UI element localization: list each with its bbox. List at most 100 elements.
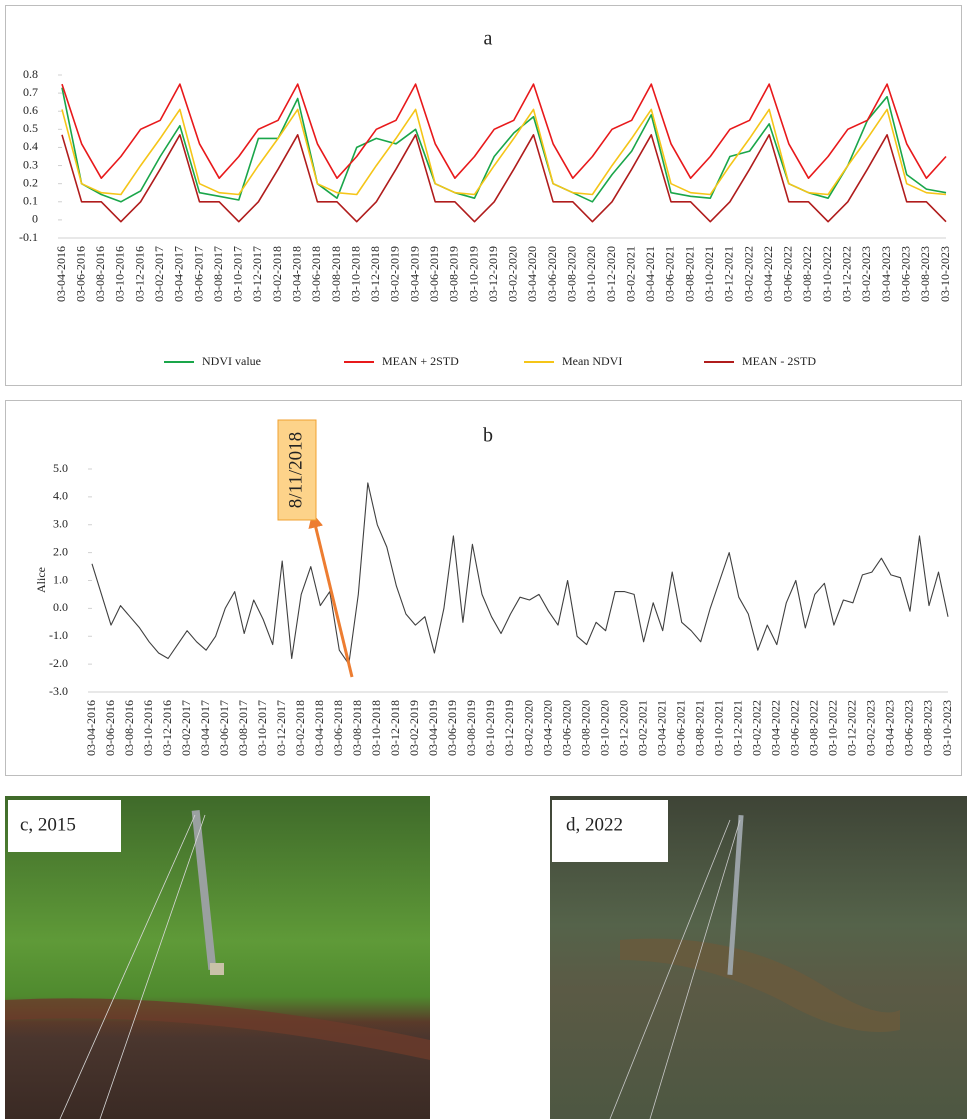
x-tick-label: 03-06-2023 bbox=[902, 700, 916, 756]
x-tick-label: 03-06-2021 bbox=[663, 246, 677, 302]
x-tick-label: 03-08-2021 bbox=[692, 700, 706, 756]
x-tick-label: 03-10-2018 bbox=[348, 246, 362, 302]
x-tick-label: 03-10-2022 bbox=[826, 700, 840, 756]
y-tick-label: 2.0 bbox=[53, 544, 68, 558]
x-tick-label: 03-02-2018 bbox=[293, 700, 307, 756]
photo-caption: d, 2022 bbox=[566, 814, 623, 835]
y-tick-label: 0.3 bbox=[23, 157, 38, 171]
x-tick-label: 03-04-2017 bbox=[198, 700, 212, 756]
x-tick-label: 03-02-2022 bbox=[741, 246, 755, 302]
x-tick-label: 03-12-2019 bbox=[502, 700, 516, 756]
y-tick-label: 0.0 bbox=[53, 600, 68, 614]
panel-b-frame bbox=[5, 400, 962, 776]
annotation-arrow bbox=[308, 512, 354, 678]
x-tick-label: 03-06-2016 bbox=[73, 246, 87, 302]
x-tick-label: 03-08-2017 bbox=[211, 246, 225, 302]
x-tick-label: 03-02-2022 bbox=[750, 700, 764, 756]
y-tick-label: 0 bbox=[32, 212, 38, 226]
x-tick-label: 03-06-2020 bbox=[559, 700, 573, 756]
x-tick-label: 03-10-2016 bbox=[141, 700, 155, 756]
x-tick-label: 03-10-2023 bbox=[938, 246, 952, 302]
x-tick-label: 03-04-2016 bbox=[54, 246, 68, 302]
x-tick-label: 03-04-2019 bbox=[426, 700, 440, 756]
x-tick-label: 03-12-2022 bbox=[845, 700, 859, 756]
x-tick-label: 03-10-2017 bbox=[255, 700, 269, 756]
x-tick-label: 03-10-2019 bbox=[483, 700, 497, 756]
x-tick-label: 03-10-2020 bbox=[584, 246, 598, 302]
y-tick-label: 0.2 bbox=[23, 175, 38, 189]
x-tick-label: 03-08-2018 bbox=[350, 700, 364, 756]
y-tick-label: 4.0 bbox=[53, 489, 68, 503]
x-tick-label: 03-08-2019 bbox=[447, 246, 461, 302]
x-tick-label: 03-06-2017 bbox=[191, 246, 205, 302]
y-tick-label: 0.4 bbox=[23, 139, 38, 153]
annotation-label: 8/11/2018 bbox=[285, 432, 306, 508]
x-tick-label: 03-08-2020 bbox=[578, 700, 592, 756]
legend-label: Mean NDVI bbox=[562, 354, 622, 368]
x-tick-label: 03-12-2020 bbox=[616, 700, 630, 756]
x-tick-label: 03-12-2019 bbox=[486, 246, 500, 302]
legend-label: NDVI value bbox=[202, 354, 261, 368]
x-tick-label: 03-08-2016 bbox=[122, 700, 136, 756]
y-axis-label: Alice bbox=[34, 567, 48, 593]
x-tick-label: 03-02-2020 bbox=[506, 246, 520, 302]
y-tick-label: 0.7 bbox=[23, 85, 38, 99]
x-tick-label: 03-02-2021 bbox=[623, 246, 637, 302]
x-tick-label: 03-06-2022 bbox=[788, 700, 802, 756]
x-tick-label: 03-04-2022 bbox=[761, 246, 775, 302]
x-tick-label: 03-04-2020 bbox=[540, 700, 554, 756]
photo-d: d, 2022 bbox=[550, 796, 967, 1119]
x-tick-label: 03-10-2016 bbox=[113, 246, 127, 302]
x-tick-label: 03-12-2017 bbox=[250, 246, 264, 302]
x-tick-label: 03-02-2017 bbox=[179, 700, 193, 756]
x-tick-label: 03-06-2020 bbox=[545, 246, 559, 302]
x-tick-label: 03-10-2020 bbox=[597, 700, 611, 756]
x-tick-label: 03-10-2023 bbox=[940, 700, 954, 756]
y-tick-label: 0.1 bbox=[23, 194, 38, 208]
x-tick-label: 03-08-2023 bbox=[918, 246, 932, 302]
x-tick-label: 03-10-2018 bbox=[369, 700, 383, 756]
x-tick-label: 03-12-2016 bbox=[160, 700, 174, 756]
x-tick-label: 03-04-2022 bbox=[769, 700, 783, 756]
photo-c: c, 2015 bbox=[5, 796, 430, 1119]
x-tick-label: 03-04-2016 bbox=[84, 700, 98, 756]
x-tick-label: 03-10-2022 bbox=[820, 246, 834, 302]
x-tick-label: 03-04-2023 bbox=[879, 246, 893, 302]
x-tick-label: 03-02-2019 bbox=[388, 246, 402, 302]
x-tick-label: 03-08-2022 bbox=[800, 246, 814, 302]
x-tick-label: 03-04-2019 bbox=[407, 246, 421, 302]
chart-title: a bbox=[484, 28, 493, 50]
x-tick-label: 03-02-2017 bbox=[152, 246, 166, 302]
annotation-box bbox=[277, 419, 317, 521]
x-tick-label: 03-12-2022 bbox=[840, 246, 854, 302]
chart-title: b bbox=[483, 425, 493, 447]
y-tick-label: 5.0 bbox=[53, 461, 68, 475]
x-tick-label: 03-04-2018 bbox=[312, 700, 326, 756]
y-tick-label: 0.8 bbox=[23, 67, 38, 81]
legend-label: MEAN - 2STD bbox=[742, 354, 816, 368]
x-tick-label: 03-12-2021 bbox=[731, 700, 745, 756]
x-tick-label: 03-10-2017 bbox=[231, 246, 245, 302]
x-tick-label: 03-04-2017 bbox=[172, 246, 186, 302]
y-tick-label: 1.0 bbox=[53, 572, 68, 586]
y-tick-label: 0.6 bbox=[23, 103, 38, 117]
series-line bbox=[61, 83, 947, 179]
series-line bbox=[91, 482, 949, 665]
x-tick-label: 03-06-2023 bbox=[898, 246, 912, 302]
x-tick-label: 03-04-2023 bbox=[883, 700, 897, 756]
x-tick-label: 03-06-2016 bbox=[103, 700, 117, 756]
x-tick-label: 03-06-2018 bbox=[331, 700, 345, 756]
x-tick-label: 03-12-2018 bbox=[368, 246, 382, 302]
x-tick-label: 03-08-2023 bbox=[921, 700, 935, 756]
x-tick-label: 03-12-2017 bbox=[274, 700, 288, 756]
photo-caption: c, 2015 bbox=[20, 814, 76, 835]
x-tick-label: 03-02-2019 bbox=[407, 700, 421, 756]
x-tick-label: 03-02-2021 bbox=[635, 700, 649, 756]
x-tick-label: 03-06-2017 bbox=[217, 700, 231, 756]
x-tick-label: 03-04-2020 bbox=[525, 246, 539, 302]
y-tick-label: 0.5 bbox=[23, 121, 38, 135]
x-tick-label: 03-06-2021 bbox=[673, 700, 687, 756]
x-tick-label: 03-12-2016 bbox=[132, 246, 146, 302]
x-tick-label: 03-02-2020 bbox=[521, 700, 535, 756]
